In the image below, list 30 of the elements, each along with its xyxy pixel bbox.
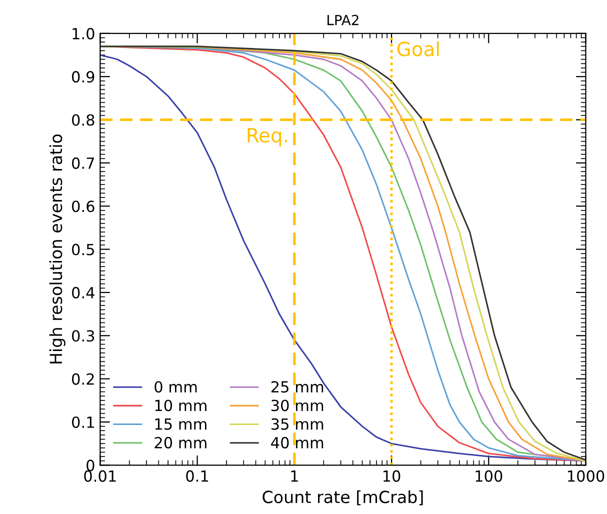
y-tick-label: 0.5 [72, 244, 94, 256]
legend-label: 25 mm [271, 381, 324, 393]
y-tick-label: 0.7 [72, 157, 94, 169]
y-tick-label: 0.4 [72, 286, 94, 298]
y-tick-label: 0.1 [72, 416, 94, 428]
x-axis-title: Count rate [mCrab] [262, 490, 423, 506]
y-tick-label: 0.8 [72, 114, 94, 126]
chart-title: LPA2 [328, 14, 358, 26]
y-tick-label: 0.6 [72, 200, 94, 212]
legend-label: 20 mm [154, 436, 206, 448]
x-tick-label: 0.01 [84, 470, 116, 482]
y-tick-label: 0.2 [72, 373, 94, 385]
x-tick-label: 100 [476, 470, 502, 482]
legend-label: 0 mm [154, 381, 197, 393]
y-tick-label: 0.3 [72, 330, 94, 342]
ref-line-label: Req. [248, 128, 287, 146]
y-tick-label: 1.0 [72, 28, 94, 40]
legend-label: 30 mm [271, 400, 324, 412]
y-axis-title: High resolution events ratio [49, 134, 66, 364]
x-tick-label: 10 [383, 470, 400, 482]
legend-label: 15 mm [155, 418, 206, 430]
legend-label: 40 mm [271, 436, 324, 448]
x-tick-label: 1 [291, 470, 298, 482]
x-tick-label: 1000 [568, 470, 604, 482]
ref-line-label: Goal [397, 41, 439, 56]
legend-label: 10 mm [155, 400, 206, 412]
y-tick-label: 0.9 [72, 71, 94, 83]
legend-label: 35 mm [271, 418, 324, 430]
x-tick-label: 0.1 [186, 470, 208, 482]
y-tick-label: 0 [86, 460, 94, 472]
